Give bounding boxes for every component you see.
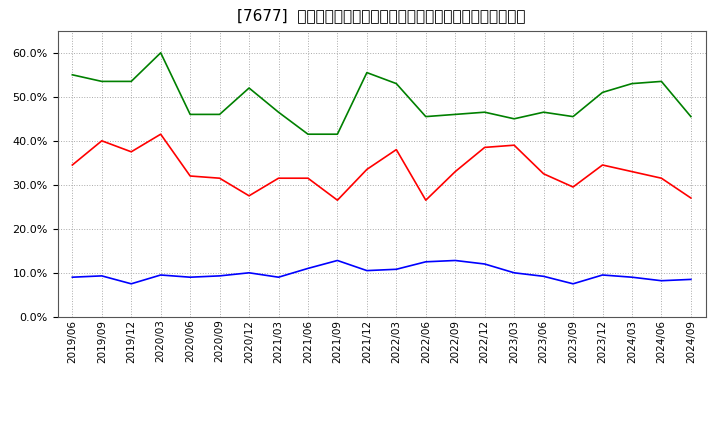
売上債権 bbox=[657, 176, 666, 181]
Line: 売上債権: 売上債権 bbox=[72, 134, 691, 200]
買入債務 bbox=[657, 79, 666, 84]
買入債務 bbox=[97, 79, 106, 84]
在庫 bbox=[274, 275, 283, 280]
買入債務 bbox=[245, 85, 253, 91]
在庫 bbox=[657, 278, 666, 283]
買入債務 bbox=[186, 112, 194, 117]
在庫 bbox=[687, 277, 696, 282]
売上債権 bbox=[274, 176, 283, 181]
売上債権 bbox=[451, 169, 459, 174]
売上債権 bbox=[510, 143, 518, 148]
買入債務 bbox=[304, 132, 312, 137]
買入債務 bbox=[274, 110, 283, 115]
売上債権 bbox=[97, 138, 106, 143]
Line: 在庫: 在庫 bbox=[72, 260, 691, 284]
買入債務 bbox=[421, 114, 430, 119]
在庫 bbox=[215, 273, 224, 279]
買入債務 bbox=[127, 79, 135, 84]
在庫 bbox=[421, 259, 430, 264]
売上債権 bbox=[421, 198, 430, 203]
売上債権 bbox=[687, 195, 696, 201]
在庫 bbox=[156, 272, 165, 278]
在庫 bbox=[510, 270, 518, 275]
在庫 bbox=[333, 258, 342, 263]
売上債権 bbox=[628, 169, 636, 174]
売上債権 bbox=[598, 162, 607, 168]
売上債権 bbox=[245, 193, 253, 198]
買入債務 bbox=[333, 132, 342, 137]
買入債務 bbox=[68, 72, 76, 77]
買入債務 bbox=[363, 70, 372, 75]
買入債務 bbox=[539, 110, 548, 115]
売上債権 bbox=[127, 149, 135, 154]
在庫 bbox=[68, 275, 76, 280]
売上債権 bbox=[186, 173, 194, 179]
売上債権 bbox=[569, 184, 577, 190]
買入債務 bbox=[569, 114, 577, 119]
売上債権 bbox=[392, 147, 400, 152]
在庫 bbox=[628, 275, 636, 280]
在庫 bbox=[451, 258, 459, 263]
売上債権 bbox=[68, 162, 76, 168]
売上債権 bbox=[480, 145, 489, 150]
在庫 bbox=[392, 267, 400, 272]
買入債務 bbox=[392, 81, 400, 86]
売上債権 bbox=[215, 176, 224, 181]
在庫 bbox=[245, 270, 253, 275]
売上債権 bbox=[539, 171, 548, 176]
売上債権 bbox=[333, 198, 342, 203]
売上債権 bbox=[363, 167, 372, 172]
在庫 bbox=[97, 273, 106, 279]
買入債務 bbox=[687, 114, 696, 119]
買入債務 bbox=[628, 81, 636, 86]
在庫 bbox=[363, 268, 372, 273]
在庫 bbox=[480, 261, 489, 267]
買入債務 bbox=[510, 116, 518, 121]
在庫 bbox=[539, 274, 548, 279]
在庫 bbox=[598, 272, 607, 278]
Line: 買入債務: 買入債務 bbox=[72, 53, 691, 134]
買入債務 bbox=[480, 110, 489, 115]
在庫 bbox=[186, 275, 194, 280]
Title: [7677]  売上債権、在庫、買入債務の総資産に対する比率の推移: [7677] 売上債権、在庫、買入債務の総資産に対する比率の推移 bbox=[238, 7, 526, 23]
買入債務 bbox=[598, 90, 607, 95]
売上債権 bbox=[304, 176, 312, 181]
買入債務 bbox=[215, 112, 224, 117]
在庫 bbox=[304, 266, 312, 271]
在庫 bbox=[127, 281, 135, 286]
在庫 bbox=[569, 281, 577, 286]
売上債権 bbox=[156, 132, 165, 137]
買入債務 bbox=[156, 50, 165, 55]
買入債務 bbox=[451, 112, 459, 117]
